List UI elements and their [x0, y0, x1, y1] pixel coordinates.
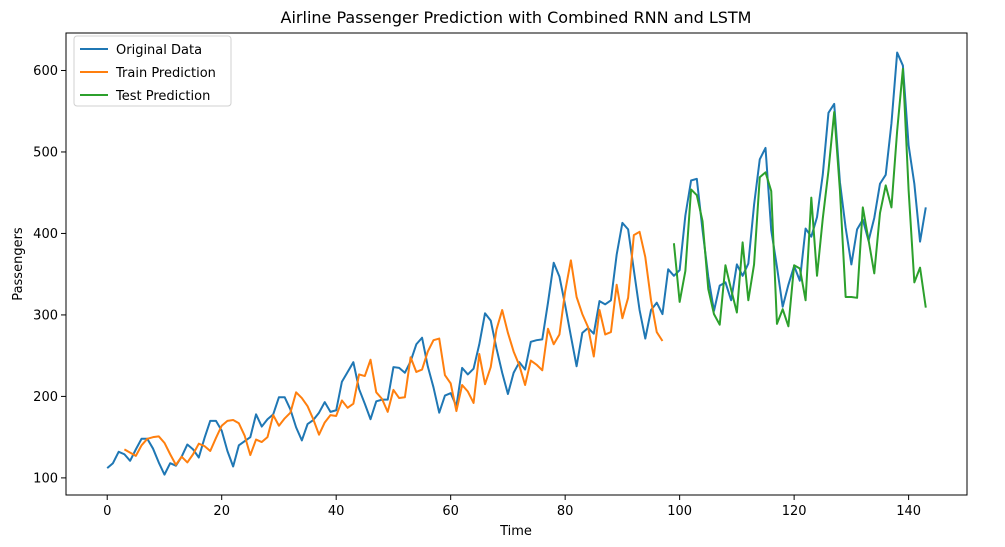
- series-line-test-prediction: [672, 67, 927, 328]
- plot-frame: [65, 32, 968, 496]
- x-tick-label: 40: [328, 504, 345, 519]
- legend-label-original: Original Data: [116, 43, 202, 58]
- x-tick-label: 140: [896, 504, 921, 519]
- x-axis-label: Time: [499, 524, 532, 539]
- x-tick-label: 60: [442, 504, 459, 519]
- series-line-original-data: [106, 51, 927, 476]
- y-tick-label: 100: [33, 471, 58, 486]
- y-tick-label: 500: [33, 145, 58, 160]
- series-layer: [106, 51, 927, 476]
- series-line-train-prediction: [123, 230, 664, 466]
- y-tick-label: 300: [33, 308, 58, 323]
- x-tick-label: 120: [782, 504, 807, 519]
- legend-box: [73, 35, 232, 107]
- y-axis: 100 200 300 400 500 600: [33, 64, 66, 486]
- x-axis: 0 20 40 60 80 100 120 140: [103, 495, 921, 519]
- chart-title: Airline Passenger Prediction with Combin…: [281, 8, 752, 27]
- x-tick-label: 20: [213, 504, 230, 519]
- x-tick-label: 100: [667, 504, 692, 519]
- legend-label-train: Train Prediction: [115, 66, 216, 81]
- y-axis-label: Passengers: [11, 227, 26, 301]
- x-tick-label: 0: [103, 504, 111, 519]
- legend: Original Data Train Prediction Test Pred…: [73, 35, 232, 107]
- y-tick-label: 600: [33, 64, 58, 79]
- y-tick-label: 400: [33, 227, 58, 242]
- x-tick-label: 80: [557, 504, 574, 519]
- y-tick-label: 200: [33, 390, 58, 405]
- legend-label-test: Test Prediction: [115, 89, 210, 104]
